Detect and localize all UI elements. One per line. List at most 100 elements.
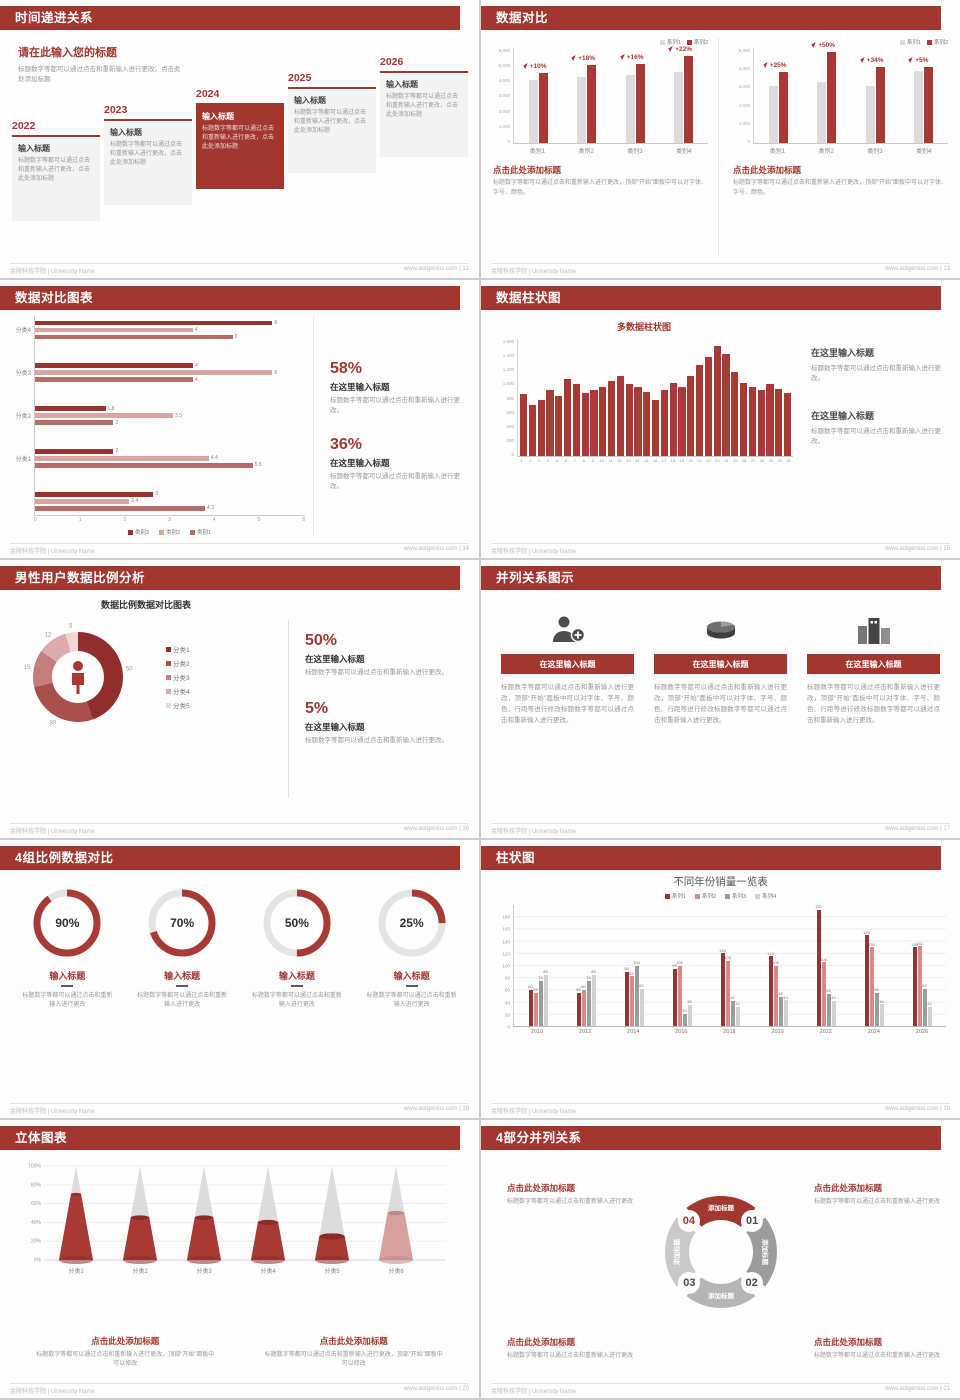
timeline-step: 2022 输入标题 标题数字等都可以通过点击和重新输入进行更改，点击此处添加标题	[12, 120, 100, 221]
footer-school: 金陵科技学院 | University Name	[10, 549, 95, 555]
tick-label: 140	[502, 939, 510, 945]
item-text: 标题数字等都可以通过点击和重新输入进行更改	[251, 992, 342, 1009]
bar-group: 55 60 75 85	[576, 905, 596, 1026]
item-title: 输入标题	[49, 971, 86, 981]
tick-label: 5,000	[498, 63, 510, 69]
text-block: 点击此处添加标题 标题数字等都可以通过点击和重新输入进行更改	[814, 1336, 946, 1362]
slide-title-bar: 数据对比	[481, 6, 941, 30]
slide-parallel-items: 在这里输入标题 标题数字等都可以通过点击和重新输入进行更改，顶部“开始”面板中可以…	[481, 560, 960, 838]
tick-label: 26	[741, 458, 747, 463]
chart-legend: 系列1 系列2	[493, 38, 708, 46]
tick-label: 21	[697, 458, 702, 463]
bar: 108	[724, 955, 731, 1026]
ratio-item: 70% 输入标题 标题数字等都可以通过点击和重新输入进行更改	[131, 886, 234, 1011]
bar-series2	[538, 73, 548, 143]
slice-value: 5	[69, 624, 73, 630]
value-label: 55	[533, 987, 538, 993]
bar	[537, 400, 545, 456]
value-label: 108	[724, 955, 731, 961]
chart-area: 多数据柱状图 1,600 1,400 1,200 1,000 800 600 400 200 0…	[495, 320, 793, 463]
bar: 105	[820, 957, 827, 1026]
pie-3d-icon	[654, 612, 787, 646]
step-text: 标题数字等都可以通过点击和重新输入进行更改，点击此处添加标题	[294, 110, 367, 134]
bar	[555, 396, 563, 456]
tick-label: 11	[608, 458, 613, 463]
tick-label: 31	[786, 458, 791, 463]
category-label: 分类5	[324, 1267, 340, 1275]
tick-label: 13	[626, 458, 631, 463]
category-label: 2012	[579, 1029, 592, 1035]
cone-fill	[379, 1213, 413, 1260]
slide-donut-analysis: 数据比例数据对比图表 50 30 15 12 5 分类1 分类2 分类3 分类4 分类5 50%…	[0, 560, 479, 838]
tick-label: 3	[168, 517, 171, 523]
slide-title-bar: 并列关系图示	[481, 566, 941, 590]
ring-percent: 50%	[284, 916, 309, 930]
tick-label: 1,600	[502, 339, 514, 344]
number-badges: 01 02 03 04	[636, 1174, 806, 1334]
slide-footer: 金陵科技学院 | University Name www.aotgenius.co…	[10, 263, 469, 275]
growth-label: +50%	[811, 42, 835, 49]
arrow-flag-icon	[668, 45, 675, 52]
tick-label: 160	[502, 926, 510, 932]
bar: 75	[538, 975, 543, 1026]
item-text: 标题数字等都可以通过点击和重新输入进行更改	[366, 992, 457, 1009]
bar	[651, 400, 660, 456]
year-label: 2023	[104, 104, 128, 116]
tick-label: 1	[520, 458, 523, 463]
donut-slice	[33, 650, 57, 688]
category-label: 分类2	[132, 1267, 148, 1275]
slide-title: 数据对比	[496, 11, 549, 25]
bar-series2	[778, 71, 788, 143]
step-title: 输入标题	[294, 96, 326, 105]
bar	[34, 456, 209, 461]
value-label: 5	[234, 333, 238, 340]
item-text: 标题数字等都可以通过点击和重新输入进行更改	[22, 992, 113, 1009]
bar: 60	[581, 984, 586, 1026]
bar-series2	[587, 64, 597, 143]
bar: 75	[586, 975, 591, 1026]
bar-group: +5%	[908, 48, 934, 143]
bar-group: +34%	[860, 48, 885, 143]
item-text: 标题数字等都可以通过点击和重新输入进行更改，顶部“开始”面板中可以对字体、字号、…	[501, 684, 634, 725]
value-label: 130	[868, 941, 875, 947]
arrow-flag-icon	[763, 61, 770, 68]
value-label: 60	[581, 984, 586, 990]
tick-label: 6	[302, 517, 305, 523]
bar-group: +10%	[523, 48, 548, 143]
x-axis: 类别1 类别2 类别3 类别4	[513, 144, 708, 155]
x-axis: 2010 2012 2014 2016 2018 2020 2022 2024 2026	[513, 1027, 946, 1035]
bar	[687, 375, 695, 456]
slide-grouped-columns: 不同年份销量一览表 系列1 系列2 系列3 系列4 180 160 140 120 100 80…	[481, 840, 960, 1118]
bar: 36	[879, 999, 884, 1026]
value-label: 100	[676, 960, 683, 965]
category-label: 2022	[819, 1029, 832, 1035]
segment-label: 添加标题	[708, 1291, 735, 1300]
tick-label: 1,200	[502, 367, 514, 373]
step-title: 输入标题	[18, 144, 50, 153]
group-label: 分类3	[15, 371, 31, 378]
step-title: 输入标题	[386, 80, 418, 89]
text-block: 点击此处添加标题 标题数字等都可以通过点击和重新输入进行更改，顶部“开始”面板中可…	[36, 1335, 215, 1370]
value-label: 55	[576, 987, 581, 993]
stat-percent: 50%	[305, 632, 338, 649]
tick-label: 180	[502, 914, 510, 920]
bar	[34, 449, 114, 454]
tick-label: 4	[547, 458, 550, 463]
bar-group: 95 100 20 35	[672, 905, 692, 1026]
bar: 32	[927, 1001, 932, 1026]
value-label: 4	[194, 326, 198, 333]
item-text: 标题数字等都可以通过点击和重新输入进行更改，顶部“开始”面板中可以对字体、字号、…	[807, 684, 940, 725]
value-label: 2	[115, 448, 119, 455]
slide-footer: 金陵科技学院 | University Name www.aotgenius.co…	[10, 823, 469, 835]
tick-label: 20%	[31, 1239, 42, 1245]
tick-label: 29	[768, 458, 774, 463]
tick-label: 120	[502, 951, 510, 957]
year-underline	[104, 119, 192, 121]
text-block: 点击此处添加标题 标题数字等都可以通过点击和重新输入进行更改	[507, 1336, 639, 1362]
bar: 42	[831, 995, 836, 1026]
bar	[599, 386, 607, 456]
parallel-item: 在这里输入标题 标题数字等都可以通过点击和重新输入进行更改，顶部“开始”面板中可以…	[501, 612, 634, 726]
block-text: 标题数字等都可以通过点击和重新输入进行更改	[507, 1199, 634, 1205]
title-underline	[290, 985, 303, 987]
donut-slice	[65, 632, 78, 653]
